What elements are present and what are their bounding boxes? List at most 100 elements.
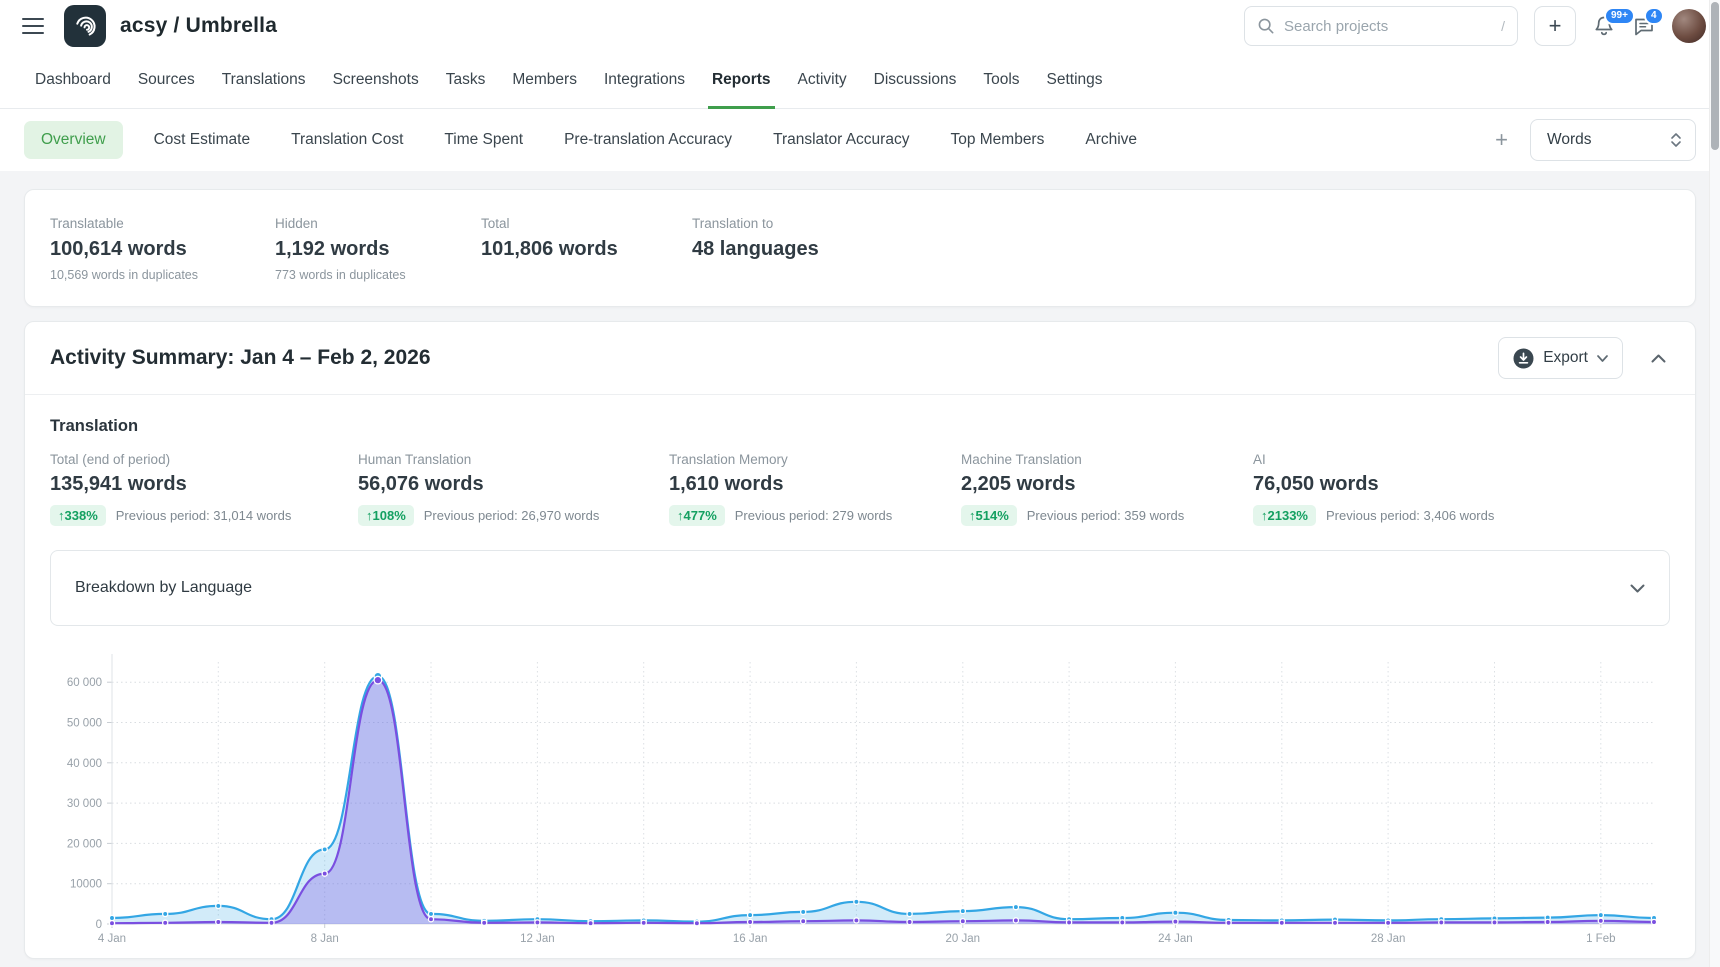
nav-tab-tasks[interactable]: Tasks bbox=[445, 71, 486, 88]
nav-tab-activity[interactable]: Activity bbox=[797, 71, 847, 88]
metric-label: Machine Translation bbox=[961, 452, 1082, 467]
notifications-button[interactable]: 99+ bbox=[1592, 7, 1635, 38]
stat-value: 101,806 words bbox=[481, 238, 618, 260]
svg-text:4 Jan: 4 Jan bbox=[98, 933, 126, 945]
search-icon bbox=[1258, 18, 1274, 34]
chevron-up-icon bbox=[1651, 354, 1666, 362]
messages-button[interactable]: 4 bbox=[1632, 7, 1664, 38]
create-project-button[interactable]: + bbox=[1534, 6, 1576, 46]
subtab-pre-translation-accuracy[interactable]: Pre-translation Accuracy bbox=[564, 131, 733, 148]
change-badge: ↑2133% bbox=[1253, 505, 1316, 526]
svg-text:16 Jan: 16 Jan bbox=[733, 933, 768, 945]
stat-translatable: Translatable 100,614 words 10,569 words … bbox=[50, 216, 275, 282]
stat-label: Total bbox=[481, 216, 510, 231]
svg-text:0: 0 bbox=[96, 919, 102, 931]
previous-period-text: Previous period: 3,406 words bbox=[1325, 508, 1495, 523]
subtab-translation-cost[interactable]: Translation Cost bbox=[291, 131, 404, 148]
search-projects-box[interactable]: / bbox=[1244, 6, 1518, 46]
search-input[interactable] bbox=[1284, 17, 1493, 35]
main-nav: Dashboard Sources Translations Screensho… bbox=[0, 52, 1720, 109]
svg-text:20 000: 20 000 bbox=[67, 838, 102, 850]
svg-text:12 Jan: 12 Jan bbox=[520, 933, 555, 945]
svg-text:50 000: 50 000 bbox=[67, 718, 102, 730]
nav-tab-discussions[interactable]: Discussions bbox=[873, 71, 957, 88]
content-area: Translatable 100,614 words 10,569 words … bbox=[0, 171, 1720, 959]
hamburger-menu-icon[interactable] bbox=[22, 18, 44, 34]
activity-summary-title: Activity Summary: Jan 4 – Feb 2, 2026 bbox=[50, 346, 431, 369]
stat-value: 100,614 words bbox=[50, 238, 187, 260]
svg-text:24 Jan: 24 Jan bbox=[1158, 933, 1193, 945]
export-button-label: Export bbox=[1543, 349, 1588, 366]
caret-down-icon bbox=[1597, 354, 1608, 362]
metric-human-translation: Human Translation 56,076 words ↑108% Pre… bbox=[358, 452, 669, 526]
subtab-overview[interactable]: Overview bbox=[24, 121, 123, 159]
activity-area-chart: 0 10000 20 000 30 000 40 000 50 000 60 000 4 Ja… bbox=[50, 638, 1670, 958]
collapse-section-button[interactable] bbox=[1647, 350, 1670, 367]
metric-translation-memory: Translation Memory 1,610 words ↑477% Pre… bbox=[669, 452, 961, 526]
nav-tab-settings[interactable]: Settings bbox=[1046, 71, 1103, 88]
subtab-cost-estimate[interactable]: Cost Estimate bbox=[153, 131, 251, 148]
subtab-top-members[interactable]: Top Members bbox=[950, 131, 1045, 148]
page-title: acsy / Umbrella bbox=[120, 14, 278, 37]
activity-summary-card: Activity Summary: Jan 4 – Feb 2, 2026 Ex… bbox=[24, 321, 1696, 959]
stat-value: 48 languages bbox=[692, 238, 819, 260]
stat-total: Total 101,806 words bbox=[481, 216, 692, 282]
svg-text:1 Feb: 1 Feb bbox=[1586, 933, 1615, 945]
metric-value: 135,941 words bbox=[50, 473, 187, 495]
add-report-button[interactable]: + bbox=[1495, 127, 1508, 152]
change-badge: ↑514% bbox=[961, 505, 1017, 526]
metric-total: Total (end of period) 135,941 words ↑338… bbox=[50, 452, 358, 526]
scrollbar-thumb[interactable] bbox=[1711, 2, 1719, 150]
stat-note bbox=[692, 268, 1670, 282]
svg-text:28 Jan: 28 Jan bbox=[1371, 933, 1406, 945]
chevron-down-icon bbox=[1630, 584, 1645, 592]
change-badge: ↑477% bbox=[669, 505, 725, 526]
metric-value: 56,076 words bbox=[358, 473, 484, 495]
messages-badge: 4 bbox=[1644, 7, 1664, 25]
svg-text:40 000: 40 000 bbox=[67, 758, 102, 770]
nav-tab-translations[interactable]: Translations bbox=[221, 71, 306, 88]
nav-tab-tools[interactable]: Tools bbox=[983, 71, 1020, 88]
logo-swirl-icon bbox=[76, 16, 96, 36]
user-avatar[interactable] bbox=[1672, 9, 1706, 43]
unit-select-value: Words bbox=[1547, 131, 1592, 148]
svg-text:20 Jan: 20 Jan bbox=[946, 933, 981, 945]
export-button[interactable]: Export bbox=[1498, 337, 1623, 379]
metric-value: 76,050 words bbox=[1253, 473, 1379, 495]
activity-summary-header: Activity Summary: Jan 4 – Feb 2, 2026 Ex… bbox=[50, 322, 1670, 394]
breakdown-by-language-toggle[interactable]: Breakdown by Language bbox=[50, 550, 1670, 626]
nav-tab-dashboard[interactable]: Dashboard bbox=[35, 71, 111, 88]
translation-metrics: Total (end of period) 135,941 words ↑338… bbox=[50, 452, 1670, 526]
select-arrows-icon bbox=[1671, 133, 1681, 147]
metric-label: AI bbox=[1253, 452, 1266, 467]
stat-note: 10,569 words in duplicates bbox=[50, 268, 199, 282]
subtab-archive[interactable]: Archive bbox=[1085, 131, 1138, 148]
metric-value: 1,610 words bbox=[669, 473, 784, 495]
project-logo[interactable] bbox=[64, 5, 106, 47]
previous-period-text: Previous period: 359 words bbox=[1026, 508, 1185, 523]
metric-value: 2,205 words bbox=[961, 473, 1076, 495]
svg-text:10000: 10000 bbox=[70, 879, 102, 891]
top-bar: acsy / Umbrella / + 99+ 4 bbox=[0, 0, 1720, 52]
page-scrollbar bbox=[1709, 0, 1720, 967]
nav-tab-members[interactable]: Members bbox=[512, 71, 577, 88]
stat-note bbox=[481, 268, 692, 282]
translation-section-title: Translation bbox=[50, 417, 139, 435]
nav-tab-screenshots[interactable]: Screenshots bbox=[332, 71, 419, 88]
breakdown-label: Breakdown by Language bbox=[75, 579, 253, 596]
nav-tab-sources[interactable]: Sources bbox=[137, 71, 195, 88]
metric-label: Total (end of period) bbox=[50, 452, 171, 467]
nav-tab-reports[interactable]: Reports bbox=[707, 52, 775, 109]
subtab-time-spent[interactable]: Time Spent bbox=[444, 131, 524, 148]
stat-note: 773 words in duplicates bbox=[275, 268, 406, 282]
svg-text:30 000: 30 000 bbox=[67, 798, 102, 810]
download-icon bbox=[1513, 348, 1534, 368]
unit-select[interactable]: Words bbox=[1530, 119, 1696, 161]
reports-subnav: Overview Cost Estimate Translation Cost … bbox=[0, 109, 1720, 171]
previous-period-text: Previous period: 26,970 words bbox=[423, 508, 600, 523]
stat-label: Hidden bbox=[275, 216, 318, 231]
stat-label: Translatable bbox=[50, 216, 124, 231]
metric-label: Human Translation bbox=[358, 452, 472, 467]
subtab-translator-accuracy[interactable]: Translator Accuracy bbox=[773, 131, 910, 148]
nav-tab-integrations[interactable]: Integrations bbox=[603, 71, 685, 88]
